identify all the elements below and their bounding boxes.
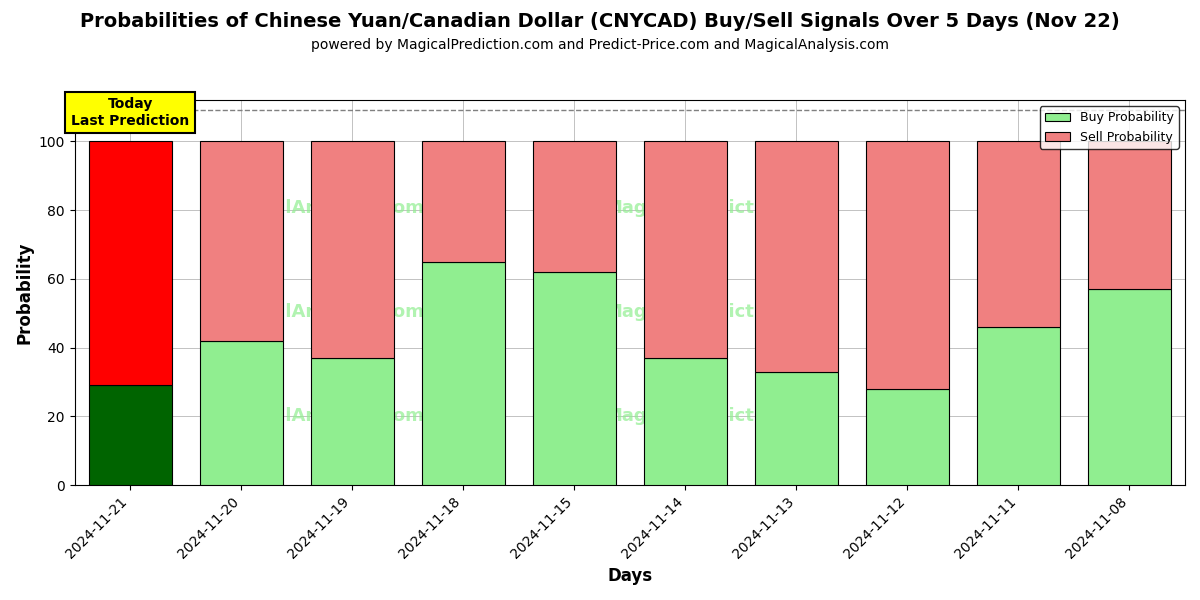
Text: powered by MagicalPrediction.com and Predict-Price.com and MagicalAnalysis.com: powered by MagicalPrediction.com and Pre… xyxy=(311,38,889,52)
Bar xyxy=(533,272,616,485)
Bar xyxy=(311,358,394,485)
Bar xyxy=(1088,289,1171,485)
Bar xyxy=(89,141,172,385)
Bar xyxy=(311,141,394,358)
Bar xyxy=(199,141,283,341)
Bar xyxy=(533,141,616,272)
X-axis label: Days: Days xyxy=(607,567,653,585)
Bar xyxy=(421,141,505,262)
Bar xyxy=(977,327,1060,485)
Bar xyxy=(199,341,283,485)
Legend: Buy Probability, Sell Probability: Buy Probability, Sell Probability xyxy=(1040,106,1178,149)
Text: MagicalPrediction.com: MagicalPrediction.com xyxy=(604,199,834,217)
Bar xyxy=(643,141,727,358)
Bar xyxy=(89,385,172,485)
Bar xyxy=(1088,141,1171,289)
Text: MagicalAnalysis.com: MagicalAnalysis.com xyxy=(214,199,424,217)
Text: Today
Last Prediction: Today Last Prediction xyxy=(71,97,190,128)
Bar xyxy=(865,141,949,389)
Bar xyxy=(755,371,838,485)
Bar xyxy=(977,141,1060,327)
Text: MagicalPrediction.com: MagicalPrediction.com xyxy=(604,303,834,321)
Text: Probabilities of Chinese Yuan/Canadian Dollar (CNYCAD) Buy/Sell Signals Over 5 D: Probabilities of Chinese Yuan/Canadian D… xyxy=(80,12,1120,31)
Y-axis label: Probability: Probability xyxy=(16,241,34,344)
Text: MagicalAnalysis.com: MagicalAnalysis.com xyxy=(214,407,424,425)
Bar xyxy=(755,141,838,371)
Bar xyxy=(865,389,949,485)
Text: MagicalAnalysis.com: MagicalAnalysis.com xyxy=(214,303,424,321)
Text: MagicalPrediction.com: MagicalPrediction.com xyxy=(604,407,834,425)
Bar xyxy=(421,262,505,485)
Bar xyxy=(643,358,727,485)
